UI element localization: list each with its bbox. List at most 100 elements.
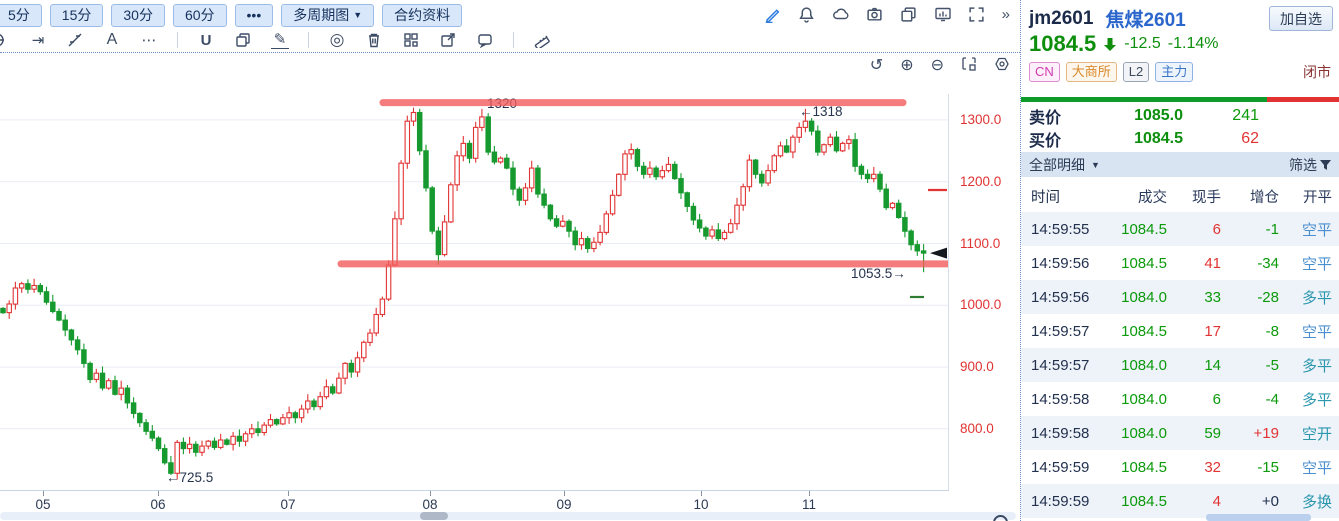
trade-cell: 1084.5 [1121,492,1167,510]
chart-zoom-controls: ↺ ⊕ ⊖ [870,56,1010,76]
trade-row: 14:59:57 1084.0 14 -5 多平 [1021,348,1339,382]
camera-snapshot-icon[interactable] [866,5,884,23]
cloud-icon[interactable] [832,5,850,23]
time-axis-label: 11 [801,497,817,512]
chevron-down-icon: ▼ [353,10,363,20]
main-contract-badge: 主力 [1155,62,1194,82]
pencil-edit-icon[interactable]: ✎ [271,31,289,49]
hide-drawings-icon[interactable]: ◎ [329,30,345,49]
quote-panel: jm2601 焦煤2601 加自选 1084.5 -12.5 -1.14% CN… [1020,0,1339,521]
monitor-chart-icon[interactable] [934,5,952,23]
multi-period-chart-button[interactable]: 多周期图 ▼ [281,3,375,27]
time-axis-tick [43,491,44,496]
scrollbar-thumb[interactable] [420,512,448,520]
trade-cell: 1084.0 [1121,288,1167,306]
trade-cell: 1084.5 [1121,254,1167,272]
bid-label: 买价 [1029,132,1062,150]
alert-bell-icon[interactable] [798,5,816,23]
trade-cell: -8 [1265,322,1279,340]
text-tool-icon[interactable]: A [106,31,118,48]
trade-cell: 14:59:59 [1031,492,1090,510]
trade-row: 14:59:56 1084.0 33 -28 多平 [1021,280,1339,314]
region-badge: CN [1029,62,1060,82]
drawing-toolbar: ⇥ A ⋯ U ✎ ◎ [0,28,1020,53]
arrow-to-bar-icon[interactable]: ⇥ [31,32,45,49]
tick-table-header: 时间 成交 现手 增仓 开平 [1021,180,1339,212]
contract-info-button[interactable]: 合约资料 [382,3,463,27]
bid-volume: 62 [1241,129,1259,147]
timeframe-button-5分[interactable]: 5分 [0,3,42,27]
reset-view-icon[interactable] [961,56,977,76]
session-clock-icon[interactable] [993,515,1008,521]
zoom-out-icon[interactable]: ⊖ [930,57,944,74]
time-axis-tick [564,491,565,496]
order-book: 卖价 1085.0 241 买价 1084.5 62 [1029,104,1329,150]
chart-horizontal-scrollbar[interactable] [0,512,1016,520]
filter-button[interactable]: 筛选 [1289,155,1332,175]
fullscreen-icon[interactable] [968,5,986,23]
export-share-icon[interactable] [439,31,457,49]
timeframe-button-60分[interactable]: 60分 [172,3,227,27]
trendline-tool-icon[interactable] [66,31,84,49]
time-axis[interactable]: 05 06 07 08 09 10 11 [0,490,949,512]
trade-cell: -28 [1257,288,1279,306]
symbol-code: jm2601 [1029,7,1094,29]
crosshair-tool-icon[interactable] [0,31,10,49]
comment-tool-icon[interactable] [476,31,494,49]
symbol-header: jm2601 焦煤2601 加自选 [1029,5,1333,32]
trade-row: 14:59:59 1084.5 32 -15 空平 [1021,450,1339,484]
more-tools-icon[interactable]: ⋯ [141,32,157,49]
zoom-in-icon[interactable]: ⊕ [900,57,914,74]
trade-cell: -34 [1257,254,1279,272]
price-axis[interactable]: 1300.0 1200.0 1100.0 1000.0 900.0 800.0 [948,94,1020,490]
toolbar-divider [308,32,309,48]
magnet-tool-icon[interactable]: U [200,31,212,49]
trade-cell: 4 [1212,492,1221,510]
trade-cell: 14:59:57 [1031,322,1090,340]
trade-cell: -1 [1265,220,1279,238]
trade-cell: 空平 [1301,323,1332,341]
compare-windows-icon[interactable] [900,5,918,23]
more-timeframes-button[interactable]: ••• [234,3,274,27]
trade-cell: 14 [1204,356,1221,374]
trade-cell: -4 [1265,390,1279,408]
trade-cell: 空平 [1301,459,1332,477]
draw-pencil-icon[interactable] [764,5,782,23]
column-header: 开平 [1303,189,1332,206]
price-axis-label: 1200.0 [960,174,1002,189]
delete-drawing-icon[interactable] [365,31,383,49]
funnel-icon [1320,160,1331,170]
layout-grid-icon[interactable] [402,31,420,49]
column-header: 增仓 [1250,189,1279,206]
tags-row: CN 大商所 L2 主力 闭市 [1029,62,1331,82]
undo-icon[interactable]: ↺ [869,57,884,74]
collapse-panel-icon[interactable]: » [1001,5,1010,23]
trade-cell: 6 [1212,220,1221,238]
svg-text:1053.5→: 1053.5→ [851,266,906,281]
trade-row: 14:59:56 1084.5 41 -34 空平 [1021,246,1339,280]
time-axis-label: 07 [280,497,296,512]
buy-ratio-segment [1021,97,1267,102]
detail-filter-bar: 全部明细 ▼ 筛选 [1021,152,1339,177]
ask-volume: 241 [1232,106,1259,124]
trade-cell: +19 [1253,424,1279,442]
chart-settings-icon[interactable] [994,56,1010,76]
time-axis-label: 05 [35,497,51,512]
measure-ruler-icon[interactable] [533,31,551,49]
trade-cell: 1084.5 [1121,322,1167,340]
chart-header-icons: » [764,5,1010,23]
all-details-dropdown[interactable]: 全部明细 [1029,156,1085,173]
timeframe-button-15分[interactable]: 15分 [49,3,104,27]
panel-scrollbar-thumb[interactable] [1206,514,1311,521]
bid-price: 1084.5 [1134,129,1183,147]
toolbar-divider [177,32,178,48]
timeframe-button-30分[interactable]: 30分 [111,3,165,27]
trade-cell: 空平 [1301,255,1332,273]
add-watchlist-button[interactable]: 加自选 [1269,6,1333,31]
trade-cell: 6 [1212,390,1221,408]
sell-ratio-segment [1266,97,1339,102]
clone-drawing-icon[interactable] [234,31,252,49]
symbol-name: 焦煤2601 [1105,10,1186,31]
